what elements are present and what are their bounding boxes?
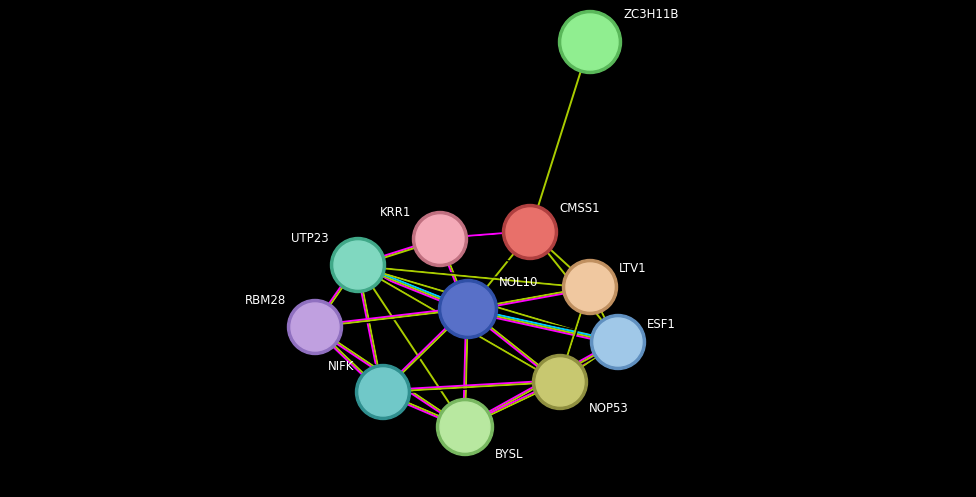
Circle shape [562, 14, 618, 70]
Circle shape [355, 364, 411, 419]
Text: BYSL: BYSL [495, 448, 523, 462]
Circle shape [438, 279, 498, 338]
Circle shape [416, 215, 464, 263]
Circle shape [603, 328, 632, 356]
Circle shape [533, 354, 588, 410]
Circle shape [558, 10, 622, 74]
Circle shape [536, 358, 584, 406]
Circle shape [359, 368, 407, 416]
Text: UTP23: UTP23 [292, 233, 329, 246]
Circle shape [576, 272, 604, 301]
Circle shape [344, 250, 373, 279]
Circle shape [288, 300, 343, 354]
Circle shape [442, 283, 494, 335]
Text: NOP53: NOP53 [589, 402, 629, 414]
Circle shape [291, 303, 339, 351]
Text: CMSS1: CMSS1 [559, 201, 599, 215]
Text: RBM28: RBM28 [245, 295, 286, 308]
Circle shape [562, 259, 618, 315]
Circle shape [413, 212, 468, 266]
Text: LTV1: LTV1 [619, 262, 647, 275]
Circle shape [546, 368, 575, 397]
Circle shape [573, 25, 607, 59]
Circle shape [369, 378, 397, 407]
Text: KRR1: KRR1 [380, 206, 411, 220]
Circle shape [450, 412, 480, 442]
Text: ZC3H11B: ZC3H11B [623, 7, 678, 20]
Text: NOL10: NOL10 [499, 276, 539, 289]
Circle shape [334, 241, 382, 289]
Circle shape [331, 238, 386, 293]
Text: ESF1: ESF1 [647, 318, 675, 331]
Circle shape [426, 225, 455, 253]
Circle shape [590, 315, 645, 369]
Circle shape [503, 204, 557, 259]
Circle shape [440, 402, 490, 452]
Circle shape [566, 263, 614, 311]
Circle shape [506, 208, 554, 256]
Circle shape [594, 318, 642, 366]
Text: NIFK: NIFK [328, 359, 354, 372]
Circle shape [301, 313, 329, 341]
Circle shape [436, 399, 494, 455]
Circle shape [515, 218, 545, 247]
Circle shape [453, 293, 483, 325]
